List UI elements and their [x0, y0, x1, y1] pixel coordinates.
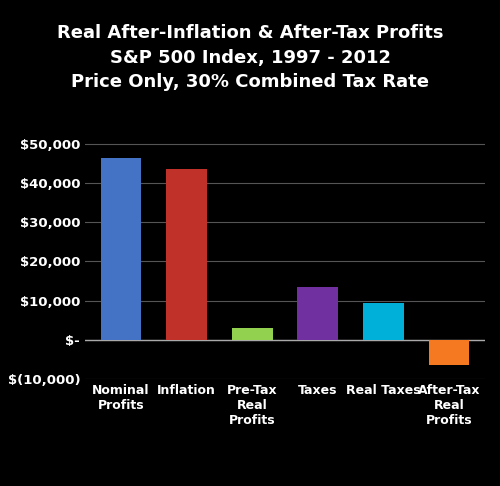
Bar — [363, 303, 404, 340]
Text: Real After-Inflation & After-Tax Profits
S&P 500 Index, 1997 - 2012
Price Only, : Real After-Inflation & After-Tax Profits… — [57, 24, 444, 91]
Bar — [428, 340, 470, 365]
Bar — [166, 170, 207, 340]
Bar — [100, 157, 141, 340]
Bar — [298, 287, 338, 340]
Bar — [232, 328, 272, 340]
